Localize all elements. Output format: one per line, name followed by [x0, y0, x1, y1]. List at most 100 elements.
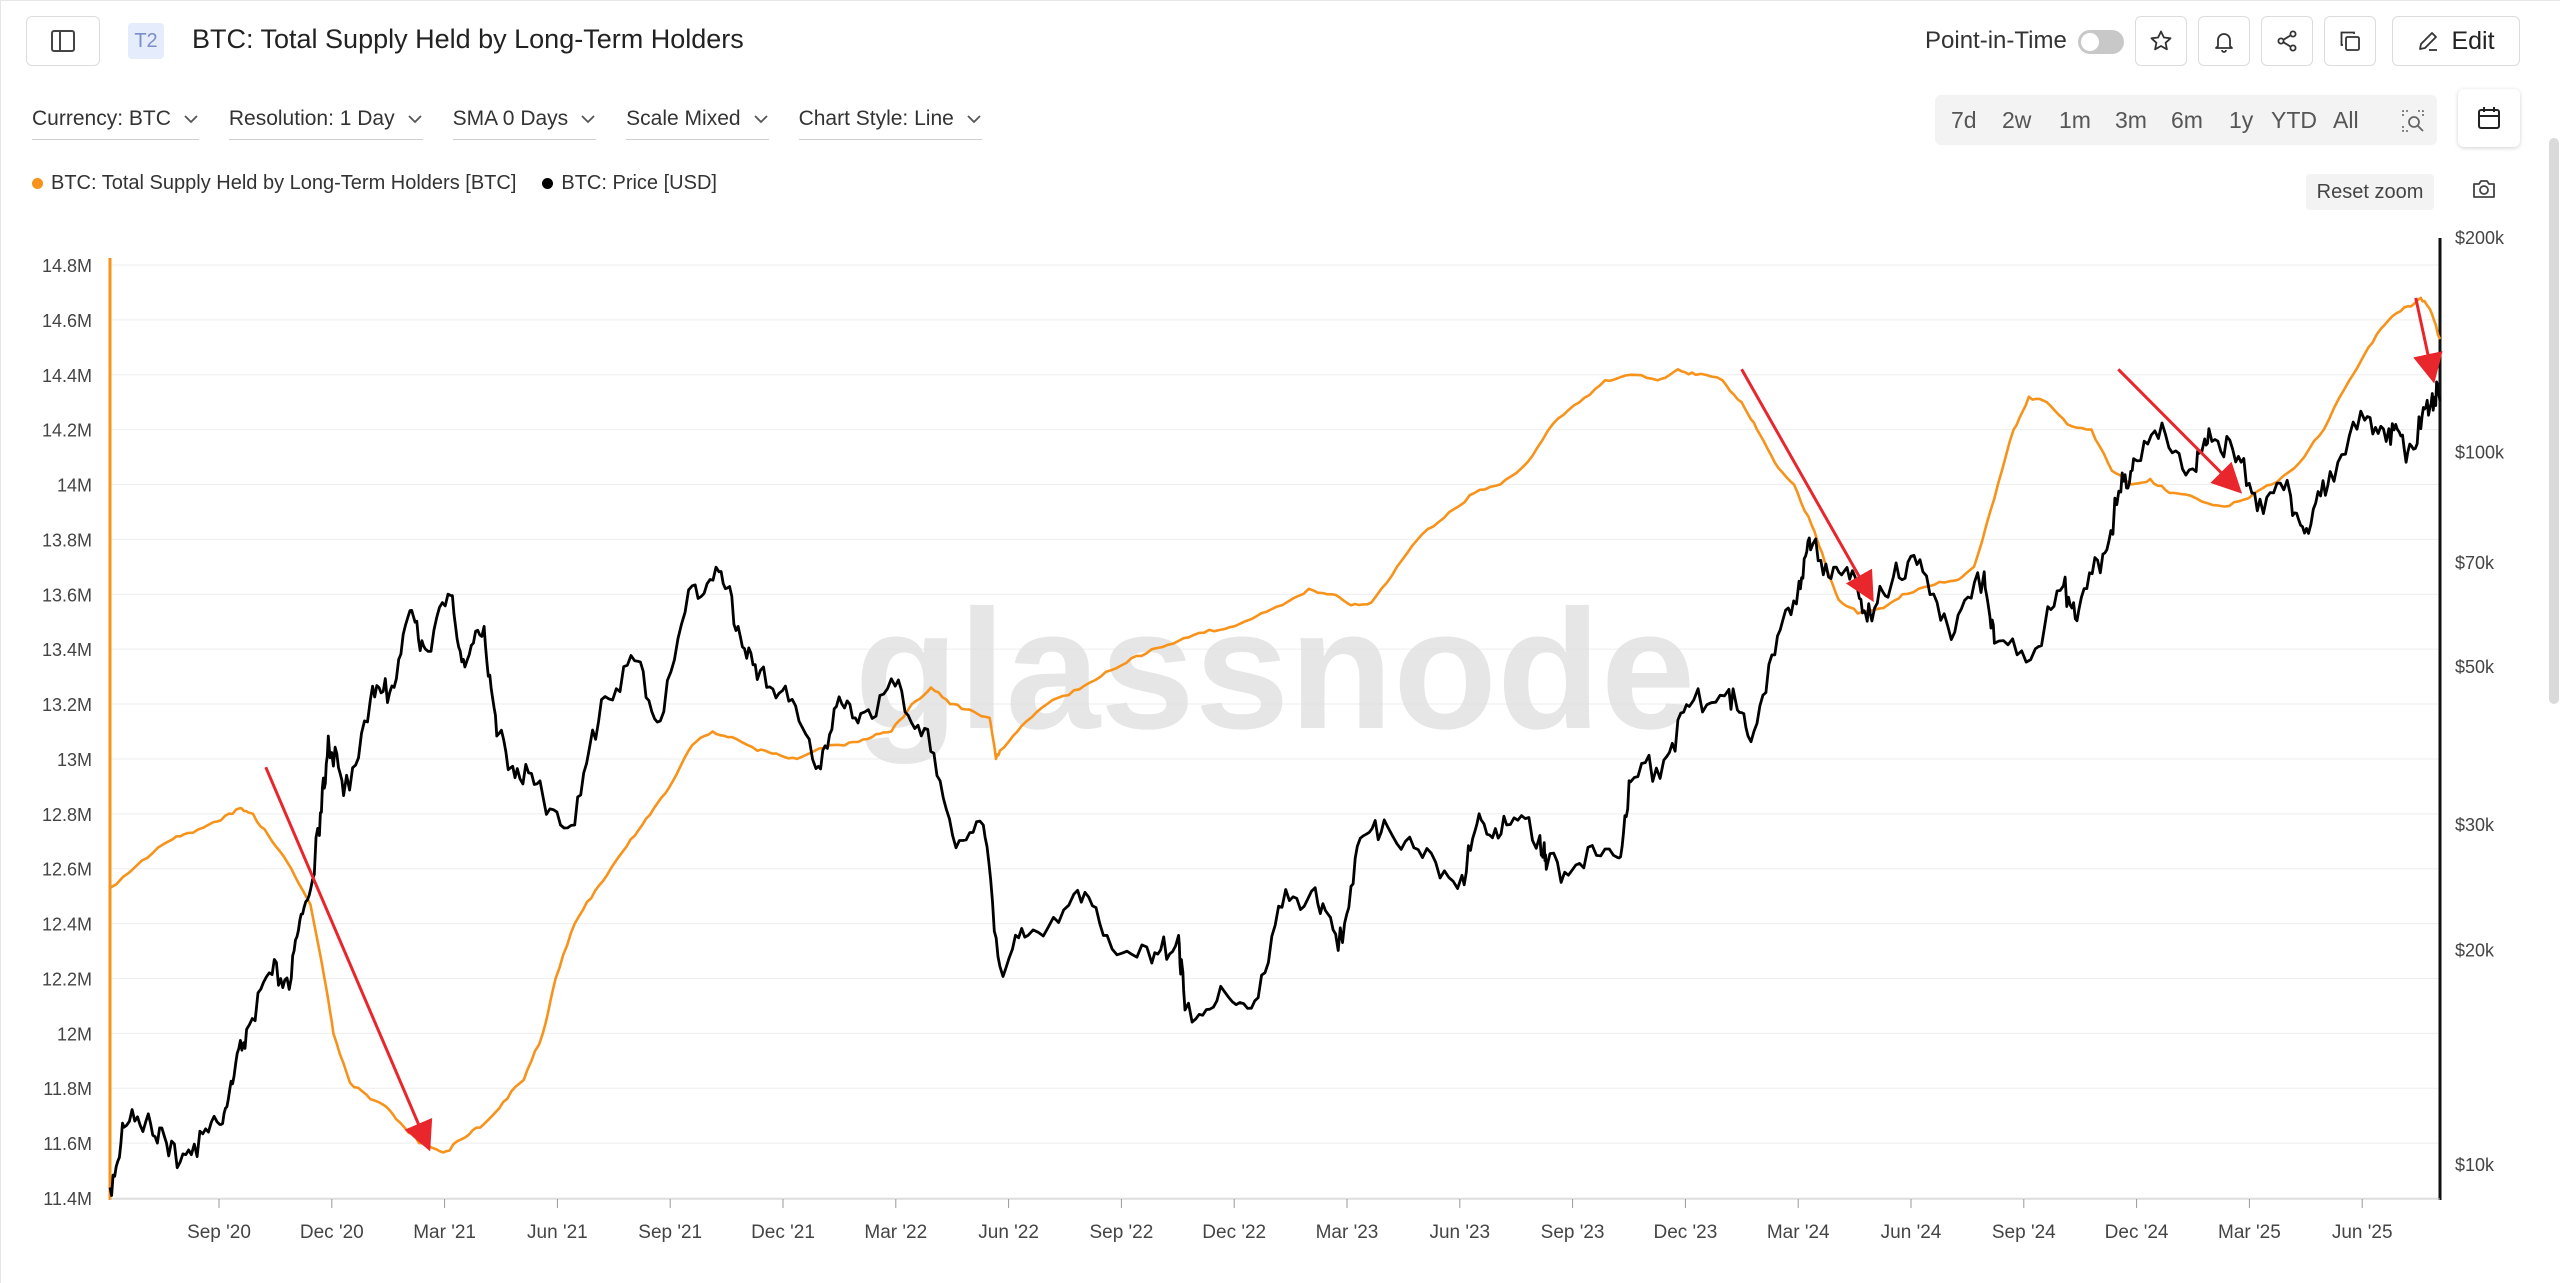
- watermark: glassnode: [855, 575, 1696, 765]
- point-in-time-label: Point-in-Time: [1925, 27, 2067, 54]
- chart-legend: BTC: Total Supply Held by Long-Term Hold…: [32, 172, 717, 195]
- x-tick-label: Jun '23: [1429, 1222, 1490, 1243]
- legend-dot-price: [542, 178, 554, 189]
- share-icon: [2277, 30, 2297, 52]
- y-left-tick-label: 11.8M: [43, 1079, 92, 1099]
- scale-label: Scale Mixed: [626, 106, 741, 130]
- legend-label-supply: BTC: Total Supply Held by Long-Term Hold…: [51, 172, 517, 194]
- range-all[interactable]: All: [2333, 107, 2359, 133]
- calendar-icon: [2478, 107, 2500, 129]
- edit-label: Edit: [2451, 26, 2495, 55]
- sma-label: SMA 0 Days: [452, 106, 569, 130]
- sma-dropdown[interactable]: SMA 0 Days: [452, 104, 597, 140]
- y-right-tick-label: $70k: [2455, 553, 2495, 573]
- page-title: BTC: Total Supply Held by Long-Term Hold…: [192, 24, 744, 54]
- x-tick-label: Dec '24: [2105, 1222, 2169, 1243]
- legend-item-supply[interactable]: BTC: Total Supply Held by Long-Term Hold…: [32, 172, 516, 195]
- y-left-tick-label: 12.4M: [42, 915, 92, 935]
- sidebar-icon: [51, 30, 75, 52]
- x-tick-label: Sep '23: [1541, 1222, 1605, 1243]
- y-left-tick-label: 13M: [57, 750, 92, 770]
- x-tick-label: Mar '23: [1316, 1222, 1379, 1243]
- reset-zoom-button[interactable]: Reset zoom: [2306, 174, 2434, 210]
- zoom-select-icon[interactable]: [2401, 109, 2425, 133]
- currency-dropdown[interactable]: Currency: BTC: [32, 104, 199, 140]
- y-right-tick-label: $30k: [2455, 815, 2495, 835]
- chevron-down-icon: [407, 114, 422, 123]
- chart-style-dropdown[interactable]: Chart Style: Line: [798, 104, 982, 140]
- chart-controls: Currency: BTC Resolution: 1 Day SMA 0 Da…: [32, 104, 982, 140]
- chevron-down-icon: [753, 114, 768, 123]
- range-6m[interactable]: 6m: [2171, 107, 2203, 133]
- range-7d[interactable]: 7d: [1951, 107, 1977, 133]
- x-tick-label: Mar '22: [864, 1222, 927, 1243]
- legend-label-price: BTC: Price [USD]: [561, 172, 717, 194]
- point-in-time-toggle[interactable]: [2078, 30, 2124, 54]
- x-tick-label: Sep '20: [187, 1222, 251, 1243]
- y-left-tick-label: 12.6M: [42, 860, 92, 880]
- annotation-arrow: [1740, 368, 1874, 603]
- duplicate-button[interactable]: [2324, 16, 2376, 66]
- alert-button[interactable]: [2198, 16, 2250, 66]
- x-tick-label: Mar '21: [413, 1222, 476, 1243]
- currency-label: Currency: BTC: [32, 106, 171, 130]
- scale-dropdown[interactable]: Scale Mixed: [626, 104, 769, 140]
- y-left-tick-label: 13.2M: [42, 695, 92, 715]
- series-line-price: [108, 380, 2442, 1197]
- y-right-tick-label: $50k: [2455, 657, 2495, 677]
- y-left-tick-label: 14M: [57, 476, 92, 496]
- y-right-tick-label: $100k: [2455, 442, 2505, 462]
- x-tick-label: Jun '25: [2332, 1222, 2393, 1243]
- x-tick-label: Dec '21: [751, 1222, 815, 1243]
- chevron-down-icon: [967, 114, 981, 123]
- y-left-tick-label: 12M: [57, 1024, 92, 1044]
- y-left-tick-label: 13.4M: [42, 640, 92, 660]
- x-tick-label: Dec '23: [1653, 1222, 1717, 1243]
- date-range-button[interactable]: [2458, 89, 2520, 147]
- y-left-tick-label: 14.8M: [42, 256, 92, 276]
- y-left-tick-label: 12.8M: [42, 805, 92, 825]
- y-left-tick-label: 14.4M: [42, 366, 92, 386]
- resolution-dropdown[interactable]: Resolution: 1 Day: [228, 104, 423, 140]
- y-left-tick-label: 14.2M: [42, 421, 92, 441]
- x-tick-label: Dec '20: [300, 1222, 364, 1243]
- copy-icon: [2340, 31, 2360, 51]
- resolution-label: Resolution: 1 Day: [228, 106, 395, 130]
- sidebar-toggle-button[interactable]: [26, 16, 100, 66]
- legend-dot-supply: [32, 178, 43, 189]
- tier-badge: T2: [128, 23, 164, 59]
- y-left-tick-label: 12.2M: [42, 969, 92, 989]
- favorite-button[interactable]: [2135, 16, 2187, 66]
- legend-item-price[interactable]: BTC: Price [USD]: [542, 172, 717, 195]
- scrollbar[interactable]: [2549, 138, 2559, 704]
- range-3m[interactable]: 3m: [2115, 107, 2147, 133]
- chart-header: T2 BTC: Total Supply Held by Long-Term H…: [0, 0, 2560, 84]
- range-ytd[interactable]: YTD: [2271, 107, 2317, 133]
- edit-button[interactable]: Edit: [2392, 16, 2520, 66]
- star-icon: [2150, 30, 2172, 51]
- y-left-tick-label: 11.6M: [43, 1134, 92, 1154]
- y-left-tick-label: 14.6M: [42, 311, 92, 331]
- chevron-down-icon: [184, 114, 198, 123]
- y-right-tick-label: $200k: [2455, 228, 2505, 248]
- chevron-down-icon: [581, 114, 595, 123]
- annotation-arrow: [2413, 297, 2443, 384]
- y-left-tick-label: 13.8M: [42, 530, 92, 550]
- chart-style-label: Chart Style: Line: [798, 106, 954, 130]
- range-1m[interactable]: 1m: [2059, 107, 2091, 133]
- y-right-tick-label: $10k: [2455, 1155, 2495, 1175]
- pencil-icon: [2419, 32, 2438, 51]
- x-tick-label: Sep '24: [1992, 1222, 2056, 1243]
- range-bar: [1935, 95, 2437, 145]
- x-tick-label: Dec '22: [1202, 1222, 1266, 1243]
- share-button[interactable]: [2261, 16, 2313, 66]
- range-selector: 7d 2w 1m 3m 6m 1y YTD All: [1935, 95, 2560, 145]
- range-2w[interactable]: 2w: [2002, 107, 2032, 133]
- x-tick-label: Mar '25: [2218, 1222, 2281, 1243]
- x-tick-label: Jun '24: [1881, 1222, 1942, 1243]
- x-tick-label: Sep '22: [1089, 1222, 1153, 1243]
- camera-icon[interactable]: [2472, 178, 2496, 200]
- range-1y[interactable]: 1y: [2229, 107, 2254, 133]
